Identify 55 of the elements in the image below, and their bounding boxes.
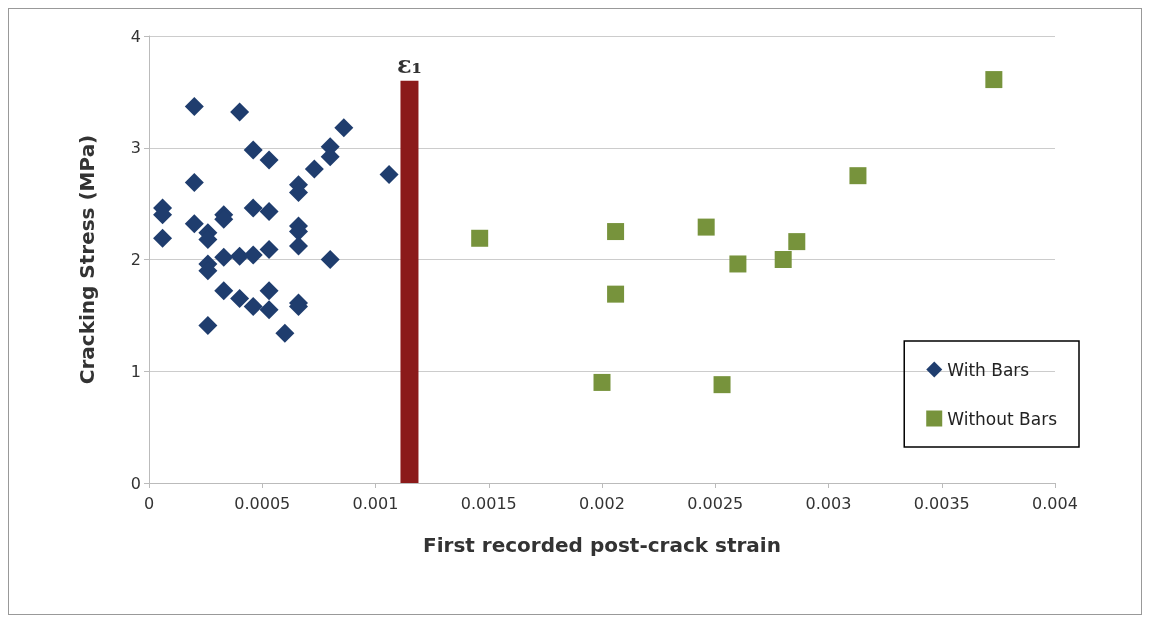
- y-tick-label: 4: [130, 26, 141, 46]
- x-tick-label: 0.003: [805, 493, 852, 513]
- point: [230, 289, 250, 309]
- point: [153, 228, 173, 248]
- point: [184, 172, 204, 192]
- point: [985, 71, 1003, 89]
- point: [334, 118, 354, 138]
- point: [607, 285, 625, 303]
- x-tick-label: 0.002: [579, 493, 625, 513]
- point: [259, 239, 279, 259]
- point: [259, 150, 279, 170]
- point: [243, 245, 263, 265]
- point: [593, 373, 611, 391]
- point: [471, 229, 489, 247]
- point: [288, 236, 308, 256]
- y-axis-title: Cracking Stress (MPa): [75, 134, 99, 385]
- x-tick-label: 0.0015: [460, 493, 517, 513]
- point: [774, 251, 792, 268]
- y-tick-label: 3: [130, 138, 141, 158]
- point: [697, 218, 715, 236]
- point: [259, 300, 279, 320]
- point: [230, 246, 250, 266]
- x-tick-label: 0.001: [352, 493, 399, 513]
- x-tick-label: 0.0005: [234, 493, 291, 513]
- point: [243, 140, 263, 160]
- point: [198, 315, 218, 335]
- point: [379, 165, 399, 185]
- x-tick-label: 0: [143, 493, 155, 513]
- point: [320, 250, 340, 269]
- y-tick-label: 1: [130, 361, 141, 381]
- point: [259, 201, 279, 221]
- y-tick-label: 2: [130, 250, 141, 269]
- x-axis-title: First recorded post-crack strain: [423, 533, 781, 557]
- point: [849, 167, 867, 185]
- point: [230, 102, 250, 122]
- point: [214, 247, 234, 267]
- point: [304, 159, 324, 179]
- point: [184, 214, 204, 234]
- point: [243, 296, 263, 316]
- x-tick-label: 0.0025: [687, 493, 744, 513]
- point: [275, 323, 295, 343]
- legend-label: Without Bars: [947, 408, 1058, 429]
- y-tick-label: 0: [130, 473, 141, 493]
- point: [243, 198, 263, 218]
- point: [214, 281, 234, 301]
- point: [184, 96, 204, 116]
- point: [729, 255, 747, 273]
- point: [713, 376, 731, 394]
- x-tick-label: 0.004: [1032, 493, 1078, 513]
- point: [607, 223, 625, 241]
- x-tick-label: 0.0035: [913, 493, 970, 513]
- legend-label: With Bars: [947, 359, 1030, 380]
- annotation: ε₁: [396, 50, 423, 80]
- point: [259, 281, 279, 301]
- point: [788, 233, 806, 251]
